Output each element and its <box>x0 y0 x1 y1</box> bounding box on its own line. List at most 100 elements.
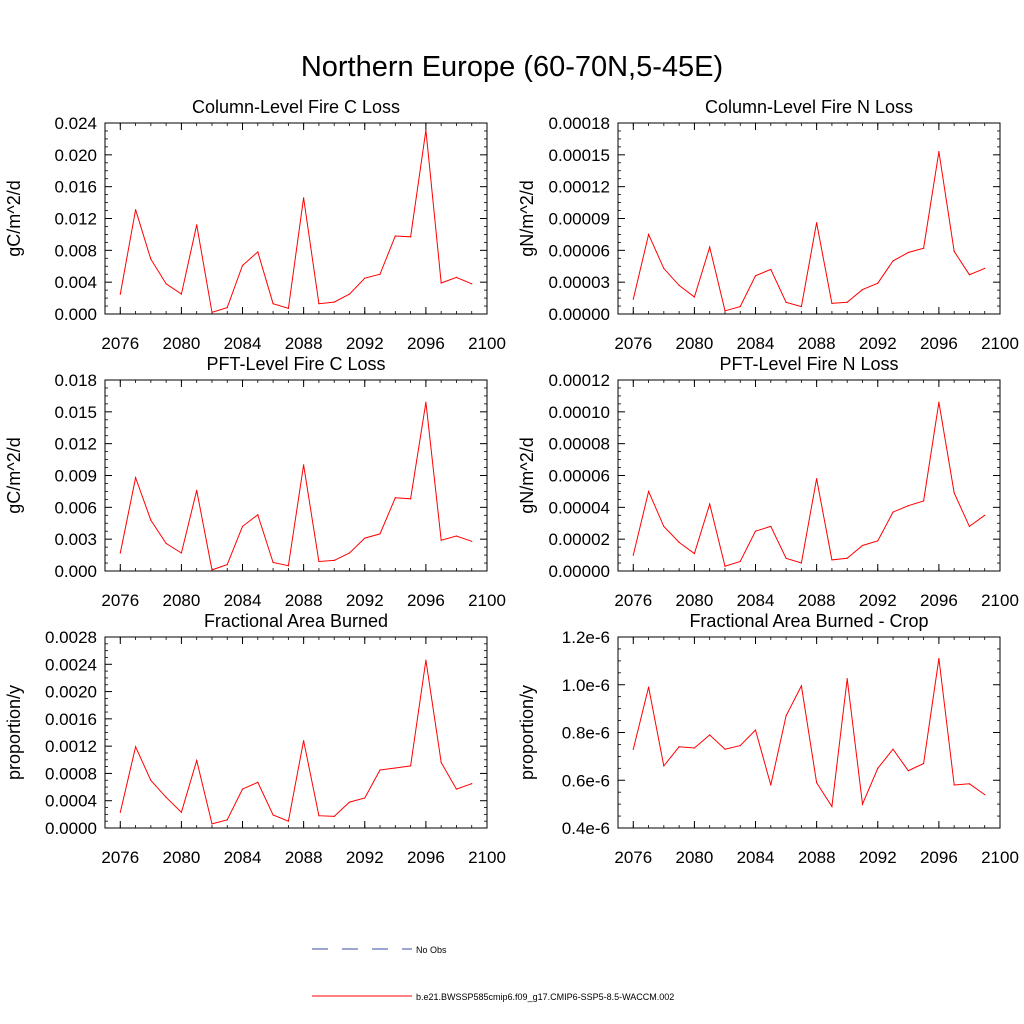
y-tick-label: 0.024 <box>54 114 97 133</box>
y-tick-label: 0.008 <box>54 241 97 260</box>
data-point <box>364 797 366 799</box>
x-tick-label: 2100 <box>981 591 1019 610</box>
data-point <box>984 793 986 796</box>
y-tick-label: 0.4e-6 <box>562 819 610 838</box>
data-point <box>647 233 650 236</box>
y-tick-label: 0.0016 <box>45 710 97 729</box>
data-point <box>471 783 473 785</box>
data-point <box>440 761 442 764</box>
data-point <box>984 267 986 269</box>
data-point <box>632 298 634 300</box>
y-tick-label: 0.012 <box>54 210 97 229</box>
y-tick-label: 0.00010 <box>549 403 610 422</box>
panel-title: PFT-Level Fire C Loss <box>206 354 385 374</box>
data-point <box>303 740 305 742</box>
x-tick-label: 2084 <box>224 591 262 610</box>
data-point <box>938 151 940 153</box>
y-tick-label: 0.0004 <box>45 792 97 811</box>
data-point <box>134 209 137 211</box>
series-line <box>632 402 985 567</box>
data-point <box>226 819 228 821</box>
panel-fractional-area-burned: 2076 2080 2084 2088 2092 2096 2100 0.0000 0.0004… <box>4 611 506 867</box>
data-point <box>257 514 259 516</box>
y-tick-label: 0.015 <box>54 403 97 422</box>
data-point <box>425 401 427 403</box>
data-point <box>663 267 665 269</box>
y-tick-label: 0.004 <box>54 273 97 292</box>
data-point <box>455 535 458 537</box>
data-point <box>754 729 757 731</box>
x-tick-label: 2096 <box>407 848 445 867</box>
panel-column-level-fire-c-loss: 2076 2080 2084 2088 2092 2096 2100 0.000 0.004 0.… <box>4 97 506 353</box>
x-tick-label: 2076 <box>614 848 652 867</box>
data-point <box>134 746 137 748</box>
data-point <box>785 715 787 717</box>
panel-fractional-area-burned-crop: 2076 2080 2084 2088 2092 2096 2100 0.4e-6 0.6e-6… <box>517 611 1019 867</box>
data-point <box>709 503 711 505</box>
data-point <box>287 565 289 567</box>
data-point <box>739 560 741 563</box>
panel-title: PFT-Level Fire N Loss <box>719 354 898 374</box>
x-tick-label: 2092 <box>859 848 897 867</box>
data-point <box>968 525 971 528</box>
data-point <box>724 310 726 312</box>
figure-title: Northern Europe (60-70N,5-45E) <box>301 51 723 83</box>
x-tick-label: 2076 <box>614 591 652 610</box>
data-point <box>196 759 198 762</box>
y-axis-label: gC/m^2/d <box>4 437 24 513</box>
data-point <box>709 734 711 736</box>
x-tick-label: 2076 <box>101 591 139 610</box>
data-point <box>134 477 137 479</box>
data-point <box>984 514 986 516</box>
plot-frame <box>104 379 488 572</box>
data-point <box>211 823 213 825</box>
data-point <box>892 748 894 750</box>
data-point <box>150 519 152 521</box>
data-point <box>272 814 274 816</box>
x-tick-label: 2100 <box>468 334 506 353</box>
data-point <box>739 305 741 308</box>
data-point <box>754 275 757 277</box>
x-tick-label: 2080 <box>675 334 713 353</box>
x-tick-label: 2084 <box>224 334 262 353</box>
data-point <box>257 251 259 253</box>
x-tick-label: 2076 <box>101 334 139 353</box>
data-point <box>150 258 152 260</box>
y-tick-label: 0.016 <box>54 178 97 197</box>
plot-frame <box>104 636 488 829</box>
data-point <box>831 805 833 808</box>
data-point <box>196 489 198 491</box>
y-tick-label: 0.0008 <box>45 764 97 783</box>
data-point <box>471 283 473 285</box>
y-tick-label: 0.018 <box>54 371 97 390</box>
x-tick-label: 2084 <box>737 848 775 867</box>
panels: 2076 2080 2084 2088 2092 2096 2100 0.000 0.004 0.… <box>4 97 1019 867</box>
y-axis-label: gN/m^2/d <box>517 180 537 256</box>
data-point <box>632 554 634 556</box>
data-point <box>318 560 320 563</box>
x-tick-label: 2092 <box>346 334 384 353</box>
data-point <box>287 820 289 822</box>
data-point <box>410 236 412 238</box>
x-tick-label: 2100 <box>981 848 1019 867</box>
data-point <box>379 533 381 535</box>
data-point <box>455 276 458 278</box>
panel-title: Column-Level Fire C Loss <box>192 97 400 117</box>
data-point <box>831 302 833 304</box>
y-tick-label: 0.000 <box>54 562 97 581</box>
data-point <box>394 497 396 499</box>
data-point <box>953 250 955 252</box>
y-tick-label: 0.00002 <box>549 530 610 549</box>
data-point <box>211 569 213 571</box>
y-tick-label: 0.0028 <box>45 628 97 647</box>
data-point <box>394 767 396 769</box>
data-point <box>241 264 244 267</box>
data-point <box>816 782 818 784</box>
data-point <box>861 803 864 805</box>
data-point <box>180 552 182 554</box>
data-point <box>678 746 680 748</box>
data-point <box>632 748 634 750</box>
x-tick-label: 2076 <box>101 848 139 867</box>
y-tick-label: 0.00006 <box>549 467 610 486</box>
data-point <box>647 686 650 688</box>
